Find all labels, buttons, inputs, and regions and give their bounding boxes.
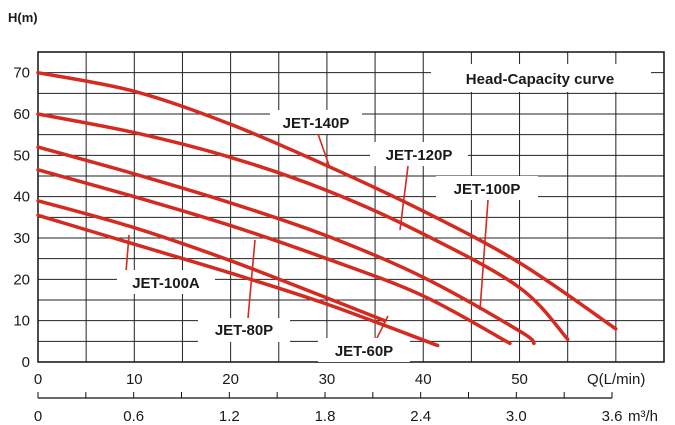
series-label-jet-100a: JET-100A <box>132 275 200 292</box>
y-axis-label: H(m) <box>8 10 38 25</box>
x2-tick-label: 0.6 <box>123 408 144 425</box>
chart-title: Head-Capacity curve <box>466 71 614 88</box>
series-line-jet-120p <box>36 112 570 342</box>
series-label-jet-100p: JET-100P <box>454 181 521 198</box>
label-bg-jet-60p <box>318 338 410 362</box>
x-tick-label: 50 <box>511 371 528 388</box>
x2-tick-label: 3.0 <box>506 408 527 425</box>
series-label-jet-120p: JET-120P <box>386 147 453 164</box>
x-tick-label: 0 <box>34 371 42 388</box>
y-tick-label: 10 <box>13 313 30 330</box>
series-labels: JET-140P JET-120P JET-100P JET-100A JET-… <box>117 110 538 362</box>
series-label-jet-80p: JET-80P <box>215 322 273 339</box>
series-line-jet-80p <box>36 199 387 323</box>
label-bg-jet-80p <box>198 318 290 342</box>
leader-line-jet-140p <box>317 133 331 169</box>
x-tick-label: 30 <box>319 371 336 388</box>
leader-line-jet-80p <box>247 239 256 319</box>
series-line-jet-60p <box>36 213 440 348</box>
x2-tick-label: 1.2 <box>219 408 240 425</box>
series-lines <box>36 70 618 348</box>
series-label-jet-60p: JET-60P <box>335 343 393 360</box>
x2-tick-label: 3.6 <box>602 408 623 425</box>
series-line-jet-140p <box>36 70 618 331</box>
grid <box>38 52 664 362</box>
y-tick-label: 50 <box>13 147 30 164</box>
x-tick-label: 20 <box>222 371 239 388</box>
y-tick-label: 60 <box>13 106 30 123</box>
leader-line-jet-100a <box>125 234 130 273</box>
x2-axis-unit: m³/h <box>628 408 658 425</box>
leader-line-jet-120p <box>399 165 409 231</box>
y-tick-label: 70 <box>13 65 30 82</box>
tick-labels: 0 10 20 30 40 50 60 70 0 10 20 30 40 50 0 0.6 1.2 1.8 2.4 3… <box>13 65 622 425</box>
plot-frame <box>37 51 665 363</box>
label-bg-jet-140p <box>270 110 362 134</box>
series-label-jet-140p: JET-140P <box>283 115 350 132</box>
title-box <box>431 64 651 92</box>
x-axis-label: Q(L/min) <box>587 371 645 388</box>
x-tick-label: 10 <box>126 371 143 388</box>
label-bg-jet-100p <box>436 176 538 200</box>
series-line-jet-100p <box>36 145 536 346</box>
leader-lines <box>125 133 489 341</box>
y-tick-label: 40 <box>13 189 30 206</box>
series-line-jet-100a <box>36 168 512 346</box>
x-tick-label: 40 <box>415 371 432 388</box>
leader-line-jet-60p <box>375 315 389 341</box>
x2-tick-label: 0 <box>34 408 42 425</box>
label-bg-jet-120p <box>370 142 468 166</box>
label-bg-jet-100a <box>117 270 215 294</box>
leader-line-jet-100p <box>479 199 489 311</box>
y-tick-label: 20 <box>13 271 30 288</box>
y-tick-label: 0 <box>22 354 30 371</box>
x2-tick-label: 1.8 <box>315 408 336 425</box>
x2-tick-label: 2.4 <box>410 408 431 425</box>
y-tick-label: 30 <box>13 230 30 247</box>
